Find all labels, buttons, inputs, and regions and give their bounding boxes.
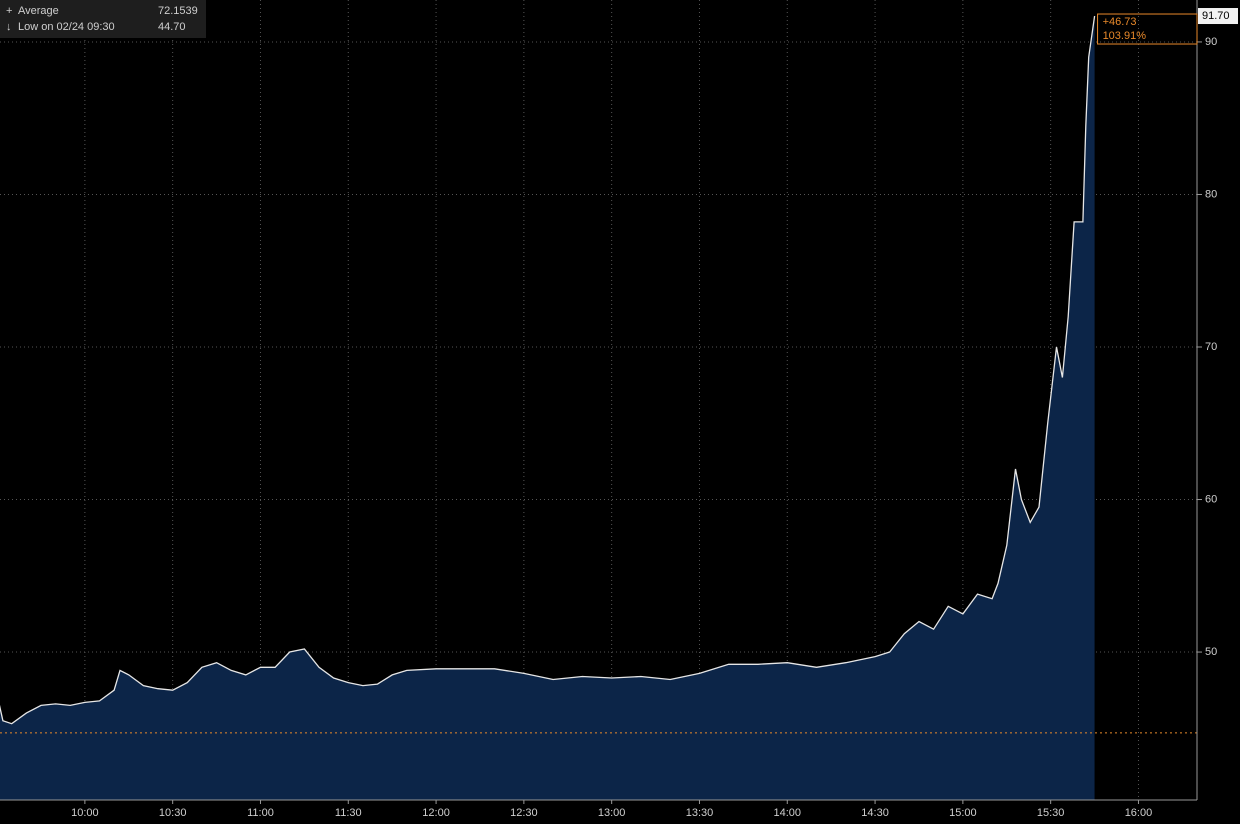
x-tick-label: 14:30 bbox=[861, 807, 889, 819]
y-tick-label: 90 bbox=[1205, 36, 1217, 48]
last-change: +46.73 bbox=[1103, 16, 1137, 28]
legend-value: 44.70 bbox=[158, 21, 186, 33]
x-tick-label: 10:00 bbox=[71, 807, 99, 819]
last-price: 91.70 bbox=[1202, 10, 1230, 22]
x-tick-label: 15:30 bbox=[1037, 807, 1065, 819]
last-box bbox=[1097, 13, 1198, 45]
legend-value: 72.1539 bbox=[158, 5, 198, 17]
x-tick-label: 11:00 bbox=[247, 807, 274, 819]
last-price-box bbox=[1198, 8, 1238, 25]
area bbox=[0, 16, 1095, 800]
x-tick-label: 13:30 bbox=[686, 807, 714, 819]
plot bbox=[0, 0, 1197, 800]
legend-label: Low on 02/24 09:30 bbox=[18, 21, 115, 33]
y-tick-label: 60 bbox=[1205, 493, 1217, 505]
line bbox=[0, 15, 1096, 725]
y-tick-label: 70 bbox=[1205, 341, 1217, 353]
last-change-pct: 103.91% bbox=[1103, 30, 1147, 42]
x-tick-label: 11:30 bbox=[335, 807, 362, 819]
x-tick-label: 10:30 bbox=[159, 807, 187, 819]
legend-icon: + bbox=[6, 5, 12, 17]
x-tick-label: 13:00 bbox=[598, 807, 626, 819]
y-tick-label: 80 bbox=[1205, 188, 1217, 200]
x-tick-label: 14:00 bbox=[774, 807, 802, 819]
x-tick-label: 12:00 bbox=[422, 807, 450, 819]
y-tick-label: 50 bbox=[1205, 646, 1217, 658]
legend-box bbox=[0, 0, 206, 38]
x-tick-label: 15:00 bbox=[949, 807, 977, 819]
legend-label: Average bbox=[18, 5, 59, 17]
x-tick-label: 16:00 bbox=[1125, 807, 1153, 819]
legend-icon: ↓ bbox=[6, 21, 12, 33]
x-tick-label: 12:30 bbox=[510, 807, 538, 819]
